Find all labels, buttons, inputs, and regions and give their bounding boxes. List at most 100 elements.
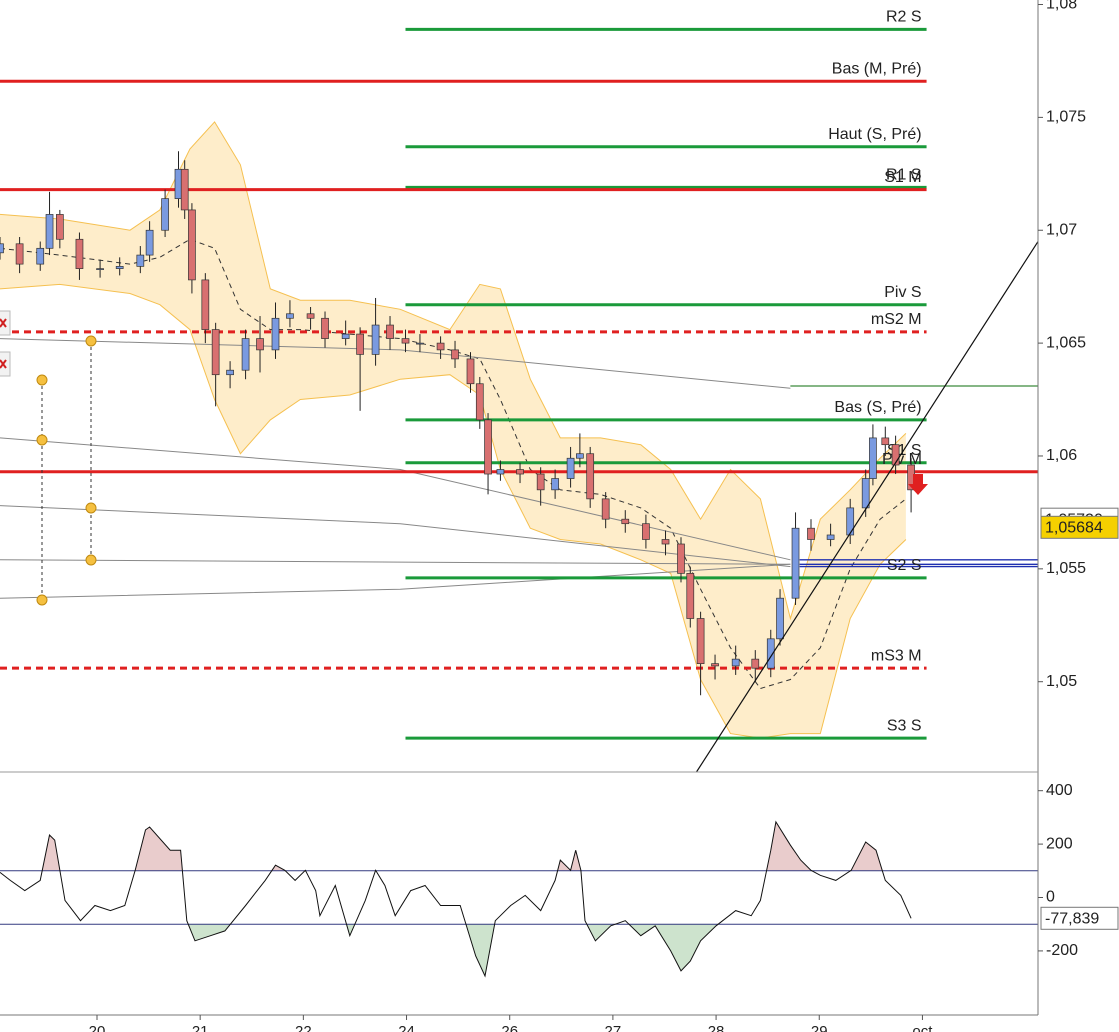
candle-body — [466, 358, 475, 385]
regression-curve — [0, 563, 791, 599]
candle-body — [241, 338, 250, 371]
price-label: 1,05684 — [1045, 520, 1103, 537]
signal-arrow — [908, 474, 928, 495]
candle-body — [731, 658, 740, 667]
candle-body — [416, 342, 424, 345]
x-tick-label: 20 — [89, 1023, 106, 1032]
candle-body — [807, 527, 815, 540]
pivot-label: Piv S — [884, 284, 921, 301]
x-tick-label: 24 — [398, 1023, 415, 1032]
anchor-point[interactable] — [36, 434, 48, 446]
candle-body — [696, 618, 705, 664]
candle-body — [677, 543, 685, 574]
candle-body — [271, 317, 280, 351]
candle-body — [601, 498, 610, 520]
candle-body — [475, 383, 484, 421]
price-panel: R2 S Bas (M, Pré) Haut (S, Pré) R1 SS1 M Piv… — [0, 9, 1038, 772]
candle-body — [115, 266, 124, 269]
candle-body — [180, 168, 189, 211]
oversold-fill — [0, 924, 912, 976]
candle-body — [551, 478, 559, 491]
candle-body — [766, 638, 775, 669]
candle-body — [15, 243, 24, 265]
pivot-label: S3 S — [887, 717, 922, 734]
candle-body — [496, 469, 505, 475]
y-tick-label: 1,055 — [1046, 560, 1086, 577]
osc-y-tick-label: 0 — [1046, 889, 1055, 906]
pivot-label: Bas (M, Pré) — [832, 60, 922, 77]
candle-body — [861, 478, 870, 509]
close-button[interactable] — [0, 351, 11, 377]
candle-body — [436, 342, 445, 351]
y-tick-label: 1,05 — [1046, 673, 1077, 690]
candle-body — [145, 229, 154, 256]
candle-body — [356, 333, 364, 355]
candle-body — [586, 453, 595, 500]
candle-body — [201, 279, 210, 330]
candle-body — [386, 324, 394, 339]
candle-body — [451, 349, 459, 360]
anchor-point[interactable] — [85, 554, 97, 566]
candle-body — [136, 254, 145, 267]
pivot-label: Haut (S, Pré) — [828, 126, 921, 143]
candle-body — [401, 338, 410, 344]
candle-body — [45, 214, 54, 249]
osc-y-tick-label: -200 — [1046, 942, 1078, 959]
y-tick-label: 1,08 — [1046, 0, 1077, 13]
close-button[interactable] — [0, 310, 11, 336]
candle-body — [566, 457, 575, 479]
candle-body — [161, 198, 169, 231]
pivot-label: S1 M — [884, 169, 921, 186]
candle-body — [516, 469, 524, 475]
candle-body — [55, 214, 64, 240]
pivot-label: mS2 M — [871, 311, 922, 328]
candle-body — [188, 209, 196, 281]
candle-body — [791, 527, 800, 599]
candle-body — [576, 453, 584, 459]
regression-curve — [0, 338, 791, 389]
x-tick-label: 27 — [605, 1023, 622, 1032]
oscillator-panel — [0, 820, 1038, 978]
candle-body — [642, 523, 650, 540]
anchor-point[interactable] — [36, 374, 48, 386]
y-tick-label: 1,065 — [1046, 334, 1086, 351]
candle-body — [75, 238, 84, 269]
regression-curve — [0, 559, 791, 565]
regression-curve — [0, 437, 791, 561]
candle-body — [686, 573, 695, 619]
candle-body — [776, 597, 784, 640]
candle-body — [256, 338, 264, 351]
candle-body — [226, 369, 234, 376]
pivot-label: Bas (S, Pré) — [834, 399, 921, 416]
x-tick-label: 29 — [811, 1023, 828, 1032]
osc-y-tick-label: 200 — [1046, 835, 1073, 852]
x-tick-label: 26 — [501, 1023, 518, 1032]
y-tick-label: 1,075 — [1046, 109, 1086, 126]
candle-body — [661, 539, 670, 545]
candle-body — [621, 518, 630, 525]
candle-body — [881, 437, 890, 446]
y-tick-label: 1,06 — [1046, 447, 1077, 464]
candle-body — [826, 534, 835, 540]
band-middle — [0, 238, 907, 690]
candle-body — [36, 247, 45, 265]
anchor-point[interactable] — [85, 502, 97, 514]
candle-body — [371, 324, 380, 355]
price-box — [1040, 515, 1119, 539]
candle-body — [341, 333, 350, 339]
anchor-point[interactable] — [85, 335, 97, 347]
candle-body — [536, 473, 545, 491]
close-icon — [0, 318, 7, 328]
pivot-label: mS3 M — [871, 647, 922, 664]
candle-body — [711, 663, 719, 667]
anchor-point[interactable] — [36, 594, 48, 606]
close-icon — [0, 359, 7, 369]
osc-y-tick-label: 400 — [1046, 782, 1073, 799]
pivot-label: R2 S — [886, 9, 922, 26]
drawing-tools — [0, 310, 928, 606]
candle-body — [306, 313, 315, 319]
osc-value-box — [1040, 906, 1119, 930]
candle-body — [0, 243, 4, 254]
